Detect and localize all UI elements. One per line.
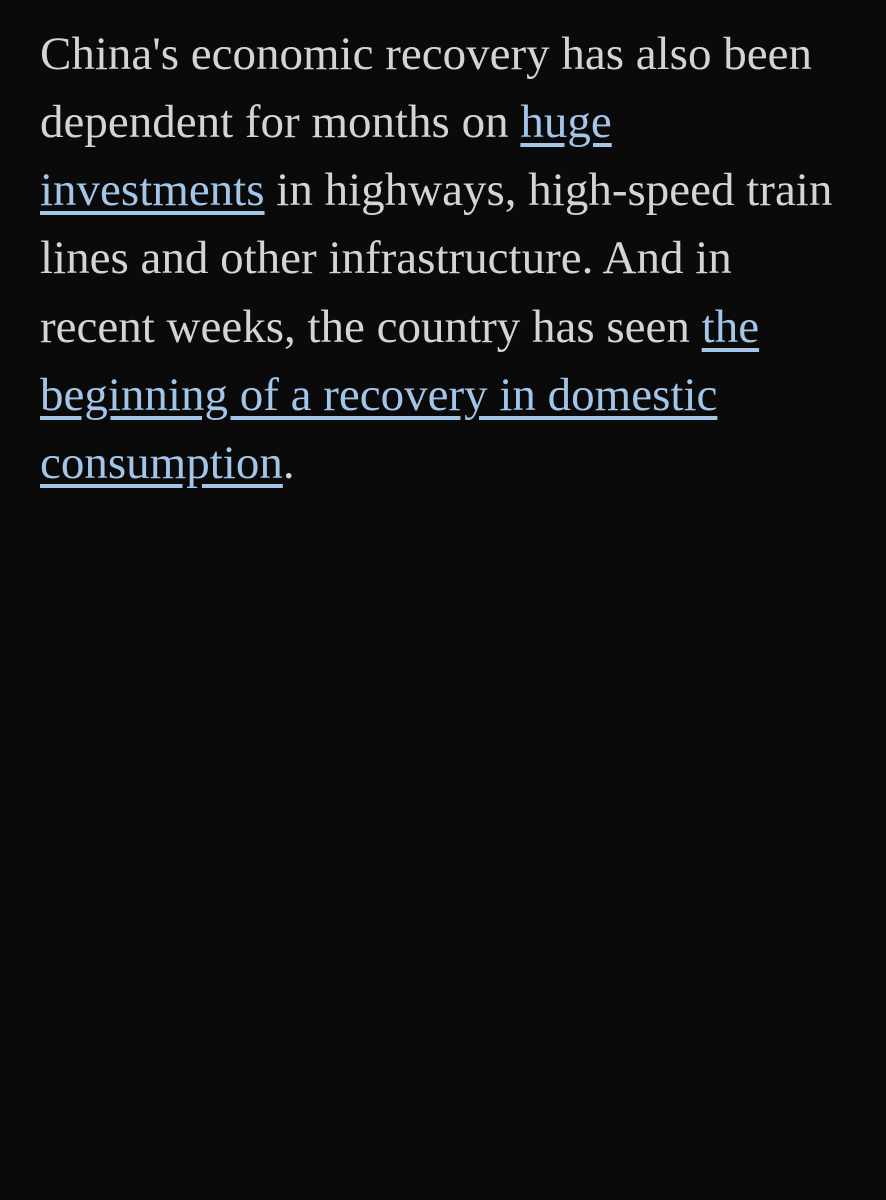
article-text-1: China's economic recovery has also been …	[40, 28, 812, 148]
article-paragraph: China's economic recovery has also been …	[40, 20, 846, 497]
article-text-3: .	[283, 437, 295, 489]
